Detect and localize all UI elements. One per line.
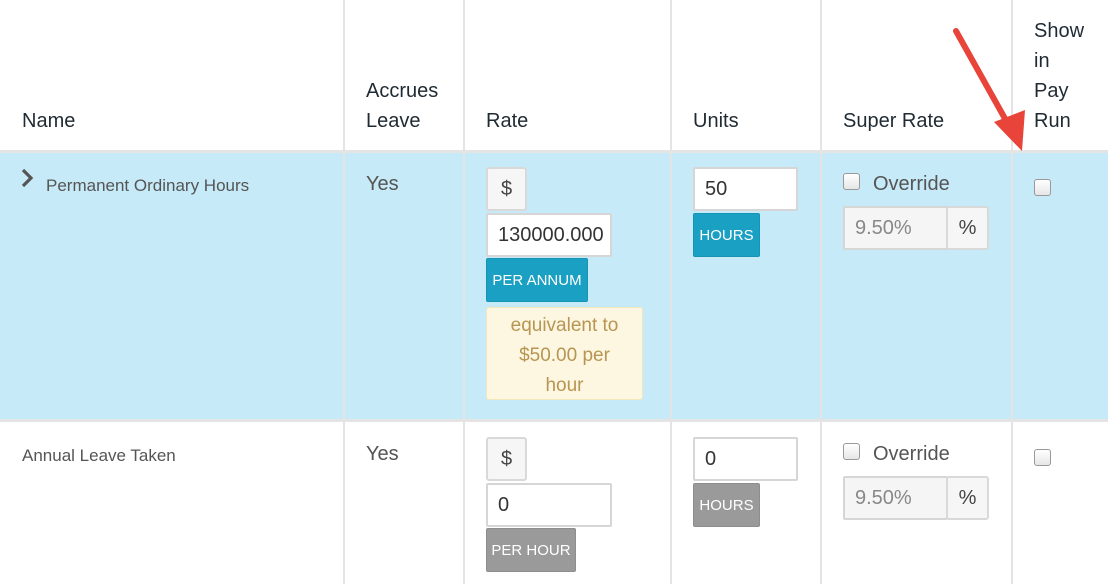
chevron-right-icon[interactable]	[20, 168, 34, 188]
equivalent-rate-note: equivalent to $50.00 per hour	[486, 307, 643, 400]
accrues-leave-value: Yes	[366, 443, 399, 465]
rate-unit-per-hour-button[interactable]: PER HOUR	[486, 528, 576, 572]
equivalent-line: equivalent to	[510, 315, 619, 336]
header-accrues-leave: Accrues Leave	[366, 76, 438, 136]
column-divider	[1011, 0, 1013, 584]
column-divider	[343, 0, 345, 584]
override-label: Override	[873, 173, 950, 195]
currency-addon: $	[486, 167, 527, 211]
header-accrues-leave-line: Leave	[366, 110, 421, 132]
header-show-line: Show	[1034, 20, 1085, 42]
override-checkbox[interactable]	[843, 173, 860, 190]
accrues-leave-value: Yes	[366, 173, 399, 195]
rate-input[interactable]: 130000.000	[486, 213, 612, 257]
header-units: Units	[693, 110, 739, 132]
units-input[interactable]: 0	[693, 437, 798, 481]
equivalent-line: hour	[545, 375, 584, 396]
header-divider	[0, 150, 1108, 153]
units-input[interactable]: 50	[693, 167, 798, 211]
override-label: Override	[873, 443, 950, 465]
header-show-line: Pay	[1034, 80, 1069, 102]
header-name: Name	[22, 110, 76, 132]
units-hours-button[interactable]: HOURS	[693, 483, 760, 527]
show-in-pay-run-checkbox[interactable]	[1034, 179, 1051, 196]
header-rate: Rate	[486, 110, 529, 132]
column-divider	[670, 0, 672, 584]
header-show-line: Run	[1034, 110, 1071, 132]
equivalent-line: $50.00 per	[519, 345, 610, 366]
column-divider	[463, 0, 465, 584]
column-divider	[820, 0, 822, 584]
rate-unit-per-annum-button[interactable]: PER ANNUM	[486, 258, 588, 302]
currency-addon: $	[486, 437, 527, 481]
percent-addon: %	[946, 476, 989, 520]
override-checkbox[interactable]	[843, 443, 860, 460]
percent-addon: %	[946, 206, 989, 250]
header-super-rate: Super Rate	[843, 110, 945, 132]
row-name: Annual Leave Taken	[22, 446, 176, 465]
rate-input[interactable]: 0	[486, 483, 612, 527]
super-rate-input[interactable]: 9.50%	[843, 206, 948, 250]
header-show-in-pay-run: Show in Pay Run	[1034, 16, 1084, 136]
super-rate-input[interactable]: 9.50%	[843, 476, 948, 520]
header-show-line: in	[1034, 50, 1050, 72]
units-hours-button[interactable]: HOURS	[693, 213, 760, 257]
show-in-pay-run-checkbox[interactable]	[1034, 449, 1051, 466]
row-name: Permanent Ordinary Hours	[46, 176, 250, 195]
row-divider	[0, 419, 1108, 422]
header-accrues-leave-line: Accrues	[366, 80, 439, 102]
